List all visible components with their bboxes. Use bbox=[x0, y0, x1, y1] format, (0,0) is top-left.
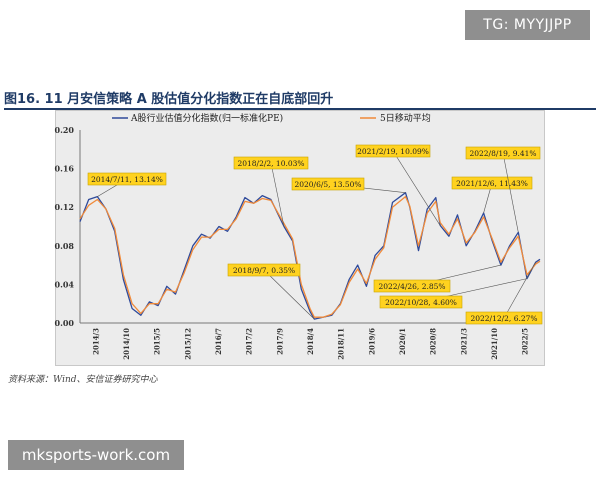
annotation-box bbox=[227, 263, 301, 277]
x-tick-label: 2020/1 bbox=[398, 328, 407, 355]
x-tick-label: 2014/3 bbox=[91, 328, 100, 355]
annotation-box bbox=[379, 295, 463, 309]
x-tick-label: 2022/5 bbox=[521, 328, 530, 355]
series-line-valuation-index bbox=[79, 192, 541, 320]
annotation-label: 2021/2/19, 10.09% bbox=[357, 147, 429, 156]
x-tick-label: 2019/6 bbox=[367, 328, 376, 355]
annotation-box bbox=[465, 311, 543, 325]
annotation-callout: 2018/9/7, 0.35% bbox=[227, 263, 315, 320]
annotation-callout: 2022/10/28, 4.60% bbox=[379, 278, 528, 309]
series-line-5d-ma bbox=[79, 195, 541, 318]
legend: A股行业估值分化指数(归一标准化PE) 5日移动平均 bbox=[112, 112, 431, 124]
annotation-callout: 2021/2/19, 10.09% bbox=[355, 144, 441, 226]
annotation-label: 2018/2/2, 10.03% bbox=[237, 159, 304, 168]
legend-label-main: A股行业估值分化指数(归一标准化PE) bbox=[130, 112, 283, 124]
annotation-label: 2018/9/7, 0.35% bbox=[233, 266, 295, 275]
x-tick-label: 2017/9 bbox=[275, 328, 284, 355]
legend-label-ma: 5日移动平均 bbox=[380, 112, 431, 124]
annotation-leader-line bbox=[502, 152, 519, 233]
annotation-box bbox=[355, 144, 431, 158]
annotation-label: 2022/12/2, 6.27% bbox=[470, 314, 537, 323]
x-tick-label: 2014/10 bbox=[122, 328, 131, 360]
series-layer bbox=[79, 192, 541, 320]
annotation-label: 2020/6/5, 13.50% bbox=[294, 180, 361, 189]
annotation-callout: 2022/8/19, 9.41% bbox=[465, 146, 541, 233]
y-tick-label: 0.12 bbox=[55, 202, 74, 212]
annotation-label: 2021/12/6, 11.43% bbox=[456, 179, 528, 188]
x-tick-label: 2021/3 bbox=[459, 328, 468, 355]
annotation-callout: 2022/12/2, 6.27% bbox=[465, 262, 543, 325]
watermark-top: TG: MYYJJPP bbox=[465, 10, 590, 40]
x-tick-label: 2015/5 bbox=[153, 328, 162, 355]
x-tick-label: 2015/12 bbox=[183, 328, 192, 360]
annotation-box bbox=[451, 176, 533, 190]
y-tick-label: 0.16 bbox=[55, 164, 75, 174]
figure-title: 图16. 11 月安信策略 A 股估值分化指数正在自底部回升 bbox=[4, 92, 334, 107]
annotations: 2014/7/11, 13.14% 2018/2/2, 10.03% 2018/9/… bbox=[87, 144, 543, 325]
annotation-box bbox=[233, 156, 309, 170]
annotation-leader-line bbox=[392, 150, 441, 226]
watermark-bottom: mksports-work.com bbox=[8, 440, 184, 470]
y-tick-label: 0.08 bbox=[55, 241, 75, 251]
annotation-leader-line bbox=[503, 262, 536, 319]
annotation-box bbox=[291, 177, 365, 191]
annotation-callout: 2021/12/6, 11.43% bbox=[451, 176, 533, 214]
y-tick-label: 0.20 bbox=[55, 125, 75, 135]
x-tick-label: 2016/7 bbox=[214, 328, 223, 355]
annotation-leader-line bbox=[270, 162, 285, 227]
annotation-leader-line bbox=[263, 269, 315, 320]
x-tick-label: 2017/2 bbox=[245, 328, 254, 355]
x-tick-label: 2018/11 bbox=[337, 328, 346, 360]
x-tick-label: 2021/10 bbox=[490, 328, 499, 360]
y-tick-label: 0.04 bbox=[55, 279, 75, 289]
annotation-label: 2014/7/11, 13.14% bbox=[91, 175, 163, 184]
y-tick-label: 0.00 bbox=[55, 318, 75, 328]
annotation-label: 2022/4/26, 2.85% bbox=[378, 282, 445, 291]
source-note: 资料来源：Wind、安信证券研究中心 bbox=[8, 375, 158, 385]
axes-layer: 0.00 0.04 0.08 0.12 0.16 0.20 2014/3 2014/10 201… bbox=[55, 125, 540, 360]
annotation-callout: 2018/2/2, 10.03% bbox=[233, 156, 309, 227]
title-rule bbox=[4, 108, 596, 110]
annotation-label: 2022/8/19, 9.41% bbox=[469, 149, 536, 158]
annotation-box bbox=[87, 172, 167, 186]
annotation-callout: 2022/4/26, 2.85% bbox=[373, 264, 502, 293]
annotation-label: 2022/10/28, 4.60% bbox=[385, 298, 457, 307]
x-tick-label: 2018/4 bbox=[306, 328, 315, 355]
annotation-callout: 2014/7/11, 13.14% bbox=[87, 172, 167, 197]
annotation-box bbox=[373, 279, 451, 293]
annotation-callout: 2020/6/5, 13.50% bbox=[291, 177, 406, 194]
x-tick-label: 2020/8 bbox=[429, 328, 438, 355]
annotation-box bbox=[465, 146, 541, 160]
